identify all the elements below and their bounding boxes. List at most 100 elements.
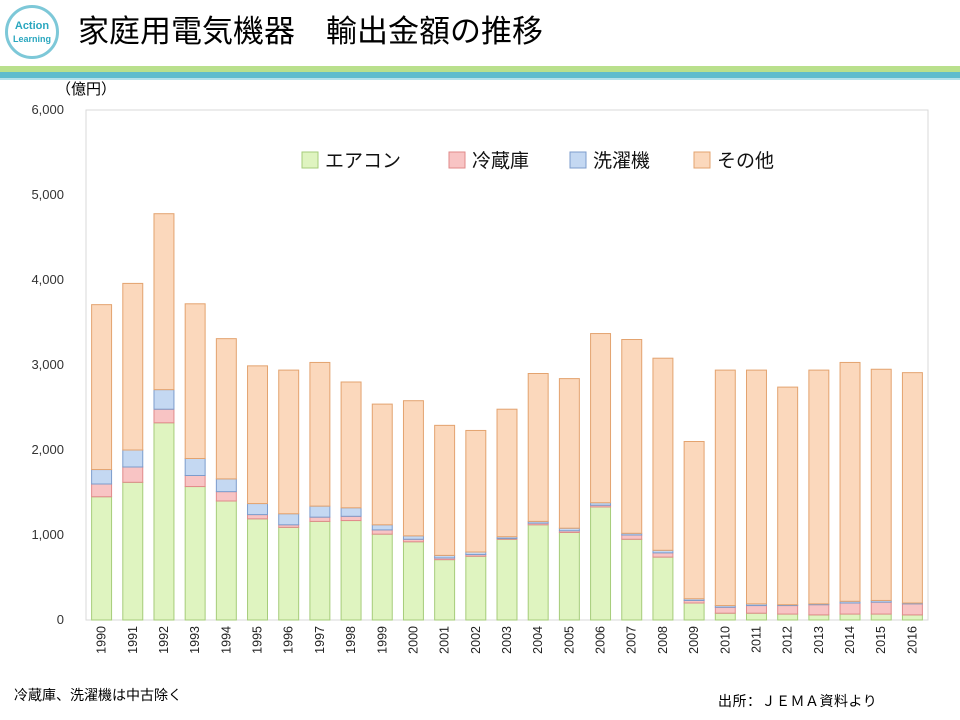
y-tick-label: 2,000	[31, 442, 64, 457]
bar-segment	[309, 361, 331, 507]
bar-segment	[683, 602, 705, 621]
x-tick-label: 2003	[500, 626, 514, 654]
x-tick-label: 1995	[251, 626, 265, 654]
x-tick-label: 1993	[188, 626, 202, 654]
x-tick-label: 2014	[843, 626, 857, 654]
bar-segment	[309, 516, 331, 522]
bar-segment	[184, 303, 206, 459]
bar-segment	[621, 538, 643, 621]
bar-segment	[122, 282, 144, 451]
x-tick-label: 1997	[313, 626, 327, 654]
bar-segment	[371, 529, 393, 535]
header-divider-teal-light	[0, 78, 960, 80]
logo-text-learning: Learning	[12, 34, 51, 44]
bar-segment	[91, 483, 113, 498]
bar-segment	[340, 520, 362, 621]
x-tick-label: 2010	[718, 626, 732, 654]
bar-segment	[683, 441, 705, 600]
bar-segment	[808, 369, 830, 605]
x-tick-label: 2005	[562, 626, 576, 654]
bar-segment	[465, 555, 487, 621]
bar-segment	[247, 503, 268, 516]
bar-segment	[558, 531, 580, 621]
bar-segment	[527, 373, 549, 522]
bar-segment	[496, 408, 518, 538]
bar-segment	[465, 429, 487, 553]
x-tick-label: 1994	[219, 626, 233, 654]
bar-segment	[122, 466, 144, 483]
x-tick-label: 2000	[406, 626, 420, 654]
bar-segment	[215, 478, 237, 493]
bar-segment	[278, 526, 300, 621]
x-tick-label: 2001	[438, 626, 452, 654]
bar-segment	[808, 614, 830, 621]
bar-segment	[714, 612, 736, 621]
bar-segment	[870, 601, 892, 615]
bar-segment	[590, 506, 612, 621]
bar-segment	[746, 369, 767, 605]
bar-segment	[247, 514, 268, 520]
bar-segment	[309, 520, 331, 621]
legend-swatch	[301, 151, 319, 169]
legend-swatch	[448, 151, 466, 169]
footnote: 冷蔵庫、洗濯機は中古除く	[14, 688, 182, 704]
bar-segment	[215, 491, 237, 502]
legend-label: 冷蔵庫	[472, 150, 529, 172]
x-tick-label: 2006	[594, 626, 608, 654]
bar-segment	[901, 603, 923, 616]
bar-segment	[340, 515, 362, 522]
x-tick-label: 1996	[282, 626, 296, 654]
bar-segment	[402, 535, 424, 540]
bar-segment	[839, 613, 861, 621]
bar-segment	[870, 613, 892, 621]
x-tick-label: 2012	[781, 626, 795, 654]
x-tick-label: 2009	[687, 626, 701, 654]
bar-segment	[808, 604, 830, 616]
bar-segment	[153, 422, 175, 621]
bar-segment	[402, 541, 424, 621]
bar-segment	[839, 361, 861, 602]
x-tick-label: 1992	[157, 626, 171, 654]
bar-segment	[309, 505, 331, 518]
legend-swatch	[693, 151, 711, 169]
bar-segment	[901, 372, 923, 604]
y-tick-label: 3,000	[31, 357, 64, 372]
bar-segment	[371, 533, 393, 621]
bar-segment	[714, 606, 736, 614]
bar-segment	[184, 486, 206, 621]
bar-segment	[340, 381, 362, 509]
bar-segment	[122, 449, 144, 468]
bar-segment	[247, 518, 268, 621]
source-note: 出所：ＪＥＭＡ資料より	[718, 694, 878, 710]
bar-segment	[621, 534, 643, 540]
bar-segment	[839, 602, 861, 615]
action-learning-logo: Action Learning	[5, 5, 59, 59]
bar-segment	[278, 513, 300, 526]
bar-segment	[621, 339, 643, 534]
y-tick-label: 6,000	[31, 102, 64, 117]
bar-segment	[153, 213, 175, 391]
x-tick-label: 2011	[749, 626, 763, 653]
bar-segment	[153, 408, 175, 424]
bar-segment	[215, 500, 237, 621]
bar-segment	[91, 469, 113, 485]
bar-segment	[184, 475, 206, 488]
bar-segment	[746, 605, 767, 614]
bar-segment	[184, 458, 206, 476]
bar-segment	[215, 338, 237, 480]
logo-text-action: Action	[14, 20, 50, 32]
x-tick-label: 2016	[905, 626, 919, 654]
bar-segment	[870, 368, 892, 601]
bar-segment	[777, 613, 799, 621]
x-tick-label: 1991	[126, 626, 140, 654]
x-tick-label: 1999	[375, 626, 389, 654]
bar-segment	[558, 378, 580, 529]
x-tick-label: 1998	[344, 626, 358, 654]
bar-segment	[434, 559, 456, 621]
y-axis-unit-label: （億円）	[56, 80, 117, 98]
x-tick-label: 2004	[531, 626, 545, 654]
legend-swatch	[569, 151, 587, 169]
x-tick-label: 2002	[469, 626, 483, 654]
x-tick-label: 2015	[874, 626, 888, 654]
legend-label: エアコン	[325, 150, 401, 172]
